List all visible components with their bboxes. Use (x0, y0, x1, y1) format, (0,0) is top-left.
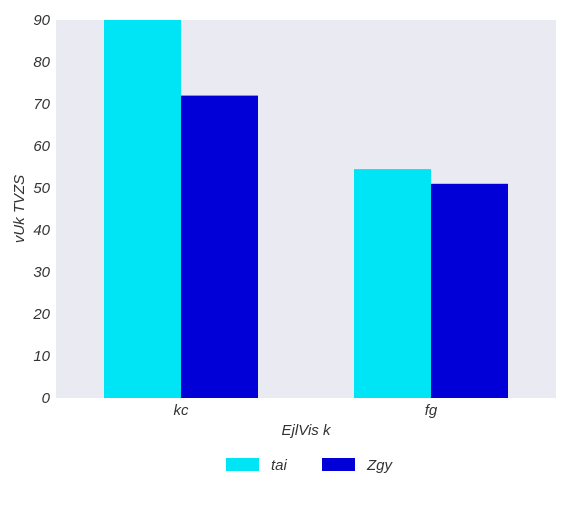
legend: tai Zgy (226, 457, 394, 474)
x-axis-ticks: kc fg (174, 402, 438, 419)
y-axis-label: vUk TVZS (11, 175, 28, 243)
y-tick-label: 20 (32, 306, 50, 323)
y-tick-label: 90 (33, 12, 50, 29)
bar-tai-kc (104, 20, 181, 398)
bar-Zgy-fg (431, 183, 508, 398)
y-axis-ticks: 0 10 20 30 40 50 60 70 80 90 (32, 12, 50, 407)
y-tick-label: 40 (33, 222, 50, 239)
bar-Zgy-kc (181, 95, 258, 398)
x-axis-label: EjlVis k (282, 422, 332, 439)
legend-label-Zgy: Zgy (366, 457, 394, 474)
legend-swatch-tai (226, 458, 259, 471)
y-tick-label: 70 (33, 96, 50, 113)
y-tick-label: 0 (42, 390, 51, 407)
bar-tai-fg (354, 169, 431, 398)
x-tick-label: kc (174, 402, 190, 419)
bars-group (104, 20, 508, 398)
legend-swatch-Zgy (322, 458, 355, 471)
y-tick-label: 80 (33, 54, 50, 71)
y-tick-label: 30 (33, 264, 50, 281)
y-tick-label: 10 (33, 348, 50, 365)
y-tick-label: 50 (33, 180, 50, 197)
y-tick-label: 60 (33, 138, 50, 155)
x-tick-label: fg (425, 402, 438, 419)
legend-label-tai: tai (271, 457, 288, 474)
